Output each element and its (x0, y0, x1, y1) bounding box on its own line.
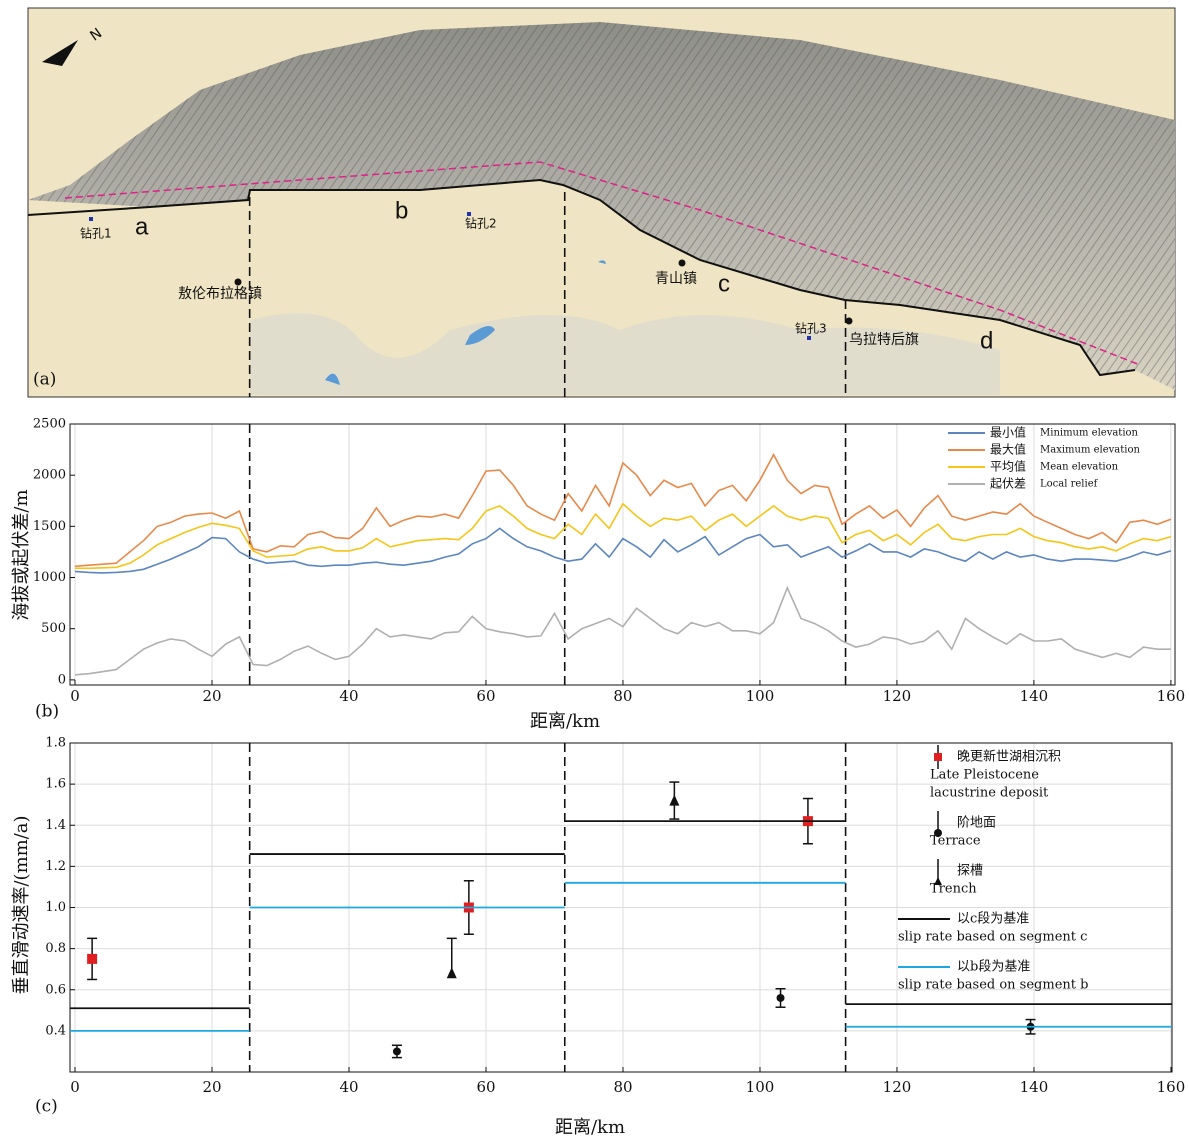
y-tick-label: 0.4 (45, 1023, 66, 1038)
legend-swatch (934, 753, 942, 761)
y-tick-label: 1.4 (45, 818, 66, 833)
x-tick-label: 20 (202, 1078, 221, 1096)
borehole (467, 212, 471, 216)
point-marker (669, 795, 679, 806)
legend-label: 起伏差 (990, 477, 1026, 491)
y-tick-label: 1000 (33, 570, 66, 585)
borehole-label: 钻孔3 (795, 321, 827, 336)
x-tick-label: 120 (883, 687, 912, 705)
y-tick-label: 0.6 (45, 982, 66, 997)
y-tick-label: 500 (41, 621, 66, 636)
y-tick-label: 1.0 (45, 900, 66, 915)
point-marker (393, 1047, 401, 1055)
legend-label: slip rate based on segment b (898, 978, 1088, 993)
x-tick-label: 20 (202, 687, 221, 705)
x-axis-title: 距离/km (530, 711, 600, 732)
legend-label: 晚更新世湖相沉积 (957, 749, 1061, 765)
borehole (807, 336, 811, 340)
x-tick-label: 60 (476, 687, 495, 705)
x-tick-label: 60 (476, 1078, 495, 1096)
y-tick-label: 1.8 (45, 736, 66, 751)
point-marker (777, 994, 785, 1002)
legend-label: Trench (930, 882, 977, 897)
y-tick-label: 1.6 (45, 777, 66, 792)
panel-label: (c) (35, 1097, 58, 1117)
segment-label: a (135, 213, 149, 240)
point-marker (87, 954, 97, 964)
segment-label: b (395, 197, 408, 224)
legend-label: Late Pleistocene (930, 768, 1039, 783)
legend-label: 以b段为基准 (957, 960, 1030, 975)
x-tick-label: 100 (746, 687, 775, 705)
legend-label: Maximum elevation (1040, 445, 1141, 456)
y-tick-label: 2000 (33, 468, 66, 483)
legend-label: lacustrine deposit (930, 786, 1049, 801)
legend-label: 最小值 (990, 425, 1026, 440)
x-tick-label: 100 (746, 1078, 775, 1096)
town-marker (679, 260, 686, 267)
figure: N a b c d 钻孔1 钻孔2 钻孔3 敖伦布拉格镇 青山镇 乌拉特后旗 (… (0, 0, 1189, 1140)
legend-label: 阶地面 (957, 816, 996, 831)
legend-label: 探槽 (957, 864, 983, 879)
legend-label: 最大值 (990, 442, 1026, 457)
y-tick-label: 1.2 (45, 859, 66, 874)
town-label: 乌拉特后旗 (849, 332, 919, 348)
legend-label: Local relief (1040, 479, 1099, 490)
y-axis-title: 垂直滑动速率/(mm/a) (11, 815, 32, 994)
x-tick-label: 0 (70, 687, 80, 705)
x-tick-label: 80 (613, 1078, 632, 1096)
segment-label: c (718, 270, 730, 297)
x-tick-label: 160 (1157, 1078, 1186, 1096)
legend-label: 平均值 (990, 459, 1026, 474)
town-marker (235, 279, 242, 286)
legend-label: 以c段为基准 (957, 912, 1029, 927)
panel-label: (a) (33, 370, 56, 390)
y-tick-label: 2500 (33, 417, 66, 432)
borehole (89, 217, 93, 221)
x-tick-label: 80 (613, 687, 632, 705)
y-tick-label: 1500 (33, 519, 66, 534)
legend-label: Minimum elevation (1040, 428, 1139, 439)
x-tick-label: 40 (339, 687, 358, 705)
point-marker (447, 967, 457, 978)
x-tick-label: 120 (883, 1078, 912, 1096)
legend-label: Terrace (930, 834, 981, 849)
town-label: 青山镇 (655, 271, 697, 287)
borehole-label: 钻孔2 (465, 216, 497, 231)
y-tick-label: 0 (58, 672, 66, 687)
panel-label: (b) (35, 702, 59, 722)
x-tick-label: 140 (1020, 687, 1049, 705)
x-tick-label: 160 (1157, 687, 1186, 705)
x-axis-title: 距离/km (555, 1117, 625, 1138)
x-tick-label: 40 (339, 1078, 358, 1096)
legend-label: Mean elevation (1040, 462, 1119, 473)
x-tick-label: 140 (1020, 1078, 1049, 1096)
segment-label: d (980, 327, 993, 354)
x-tick-label: 0 (70, 1078, 80, 1096)
legend-label: slip rate based on segment c (898, 930, 1087, 945)
y-tick-label: 0.8 (45, 941, 66, 956)
y-axis-title: 海拔或起伏差/m (11, 489, 32, 620)
map-panel: N a b c d 钻孔1 钻孔2 钻孔3 敖伦布拉格镇 青山镇 乌拉特后旗 (… (28, 8, 1175, 397)
town-marker (846, 318, 853, 325)
borehole-label: 钻孔1 (80, 226, 112, 241)
